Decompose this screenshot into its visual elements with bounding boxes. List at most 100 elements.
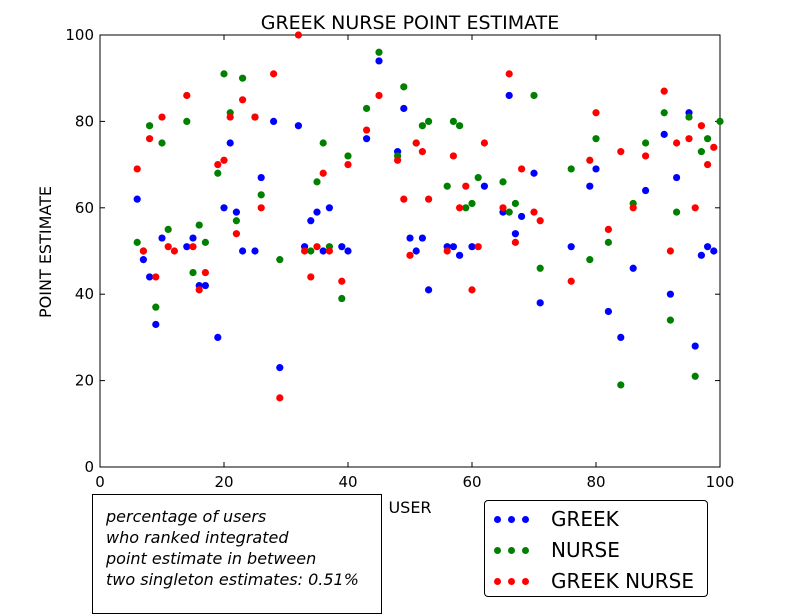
data-point (617, 381, 625, 389)
data-point (158, 139, 166, 147)
data-point (449, 243, 457, 251)
axis-ticks: 0 20 40 60 80 100 0 20 40 60 80 100 (65, 26, 734, 491)
data-point (704, 243, 712, 251)
data-point (344, 161, 352, 169)
y-tick-label: 40 (75, 285, 94, 303)
data-point (214, 333, 222, 341)
data-point (344, 247, 352, 255)
data-point (363, 135, 371, 143)
data-point (480, 139, 488, 147)
data-point (691, 342, 699, 350)
y-tick-label: 20 (75, 372, 94, 390)
data-point (673, 173, 681, 182)
data-point (412, 139, 420, 147)
data-point (505, 91, 513, 100)
data-point (375, 91, 383, 100)
data-point (319, 139, 327, 147)
data-point (685, 135, 693, 143)
data-point (183, 91, 191, 100)
data-point (158, 113, 166, 121)
data-point (189, 269, 197, 277)
data-point (146, 273, 154, 281)
x-axis-label: USER (388, 498, 431, 517)
data-point (586, 182, 594, 190)
data-point (325, 247, 333, 255)
data-point (697, 148, 706, 156)
data-point (697, 251, 706, 259)
data-point (660, 87, 668, 95)
legend-item-nurse: NURSE (485, 534, 707, 565)
data-point (406, 234, 414, 242)
data-point (133, 238, 141, 246)
data-point (697, 122, 706, 130)
data-point (139, 247, 147, 255)
annotation-line: percentage of users (106, 507, 267, 526)
y-axis-label: POINT ESTIMATE (36, 186, 55, 318)
data-point (567, 165, 575, 173)
data-point (536, 217, 544, 225)
legend: GREEK NURSE GREEK NURSE (484, 500, 708, 597)
data-point (139, 256, 147, 264)
data-point (394, 156, 402, 164)
data-point (449, 117, 457, 125)
data-point (338, 243, 346, 251)
plot-area (99, 34, 721, 468)
legend-item-greek: GREEK (485, 503, 707, 534)
data-point (474, 243, 482, 251)
data-point (375, 57, 383, 65)
data-point (170, 247, 178, 255)
data-point (406, 251, 414, 259)
data-point (425, 195, 433, 203)
data-point (338, 277, 346, 285)
data-point (716, 117, 724, 125)
data-point (239, 96, 247, 104)
data-point (443, 247, 451, 255)
data-point (270, 70, 278, 78)
x-tick-label: 60 (462, 473, 481, 491)
data-point (673, 139, 681, 147)
data-point (195, 286, 203, 294)
data-point (251, 113, 259, 121)
data-point (499, 178, 507, 186)
data-point (418, 122, 426, 130)
legend-dot (522, 578, 529, 585)
data-point (201, 281, 209, 290)
data-point (425, 286, 433, 294)
data-point (226, 139, 234, 147)
data-point (704, 161, 712, 169)
annotation-line: who ranked integrated (106, 528, 289, 547)
data-point (313, 208, 321, 216)
data-point (617, 333, 625, 341)
data-point (604, 225, 613, 233)
data-point (232, 230, 240, 238)
data-point (257, 191, 265, 199)
y-tick-label: 100 (65, 26, 94, 44)
data-point (164, 225, 172, 233)
scatter-chart: GREEK NURSE POINT ESTIMATE 0 20 40 60 80 1000… (36, 12, 734, 517)
data-point (276, 256, 284, 264)
data-point (307, 273, 315, 281)
data-point (710, 143, 718, 151)
data-point (468, 199, 476, 208)
data-point (673, 208, 681, 216)
data-point (257, 173, 265, 182)
data-point (567, 243, 575, 251)
legend-item-greek-nurse: GREEK NURSE (485, 565, 707, 596)
data-point (518, 165, 526, 173)
data-point (294, 122, 302, 130)
data-point (666, 290, 675, 298)
data-point (642, 186, 650, 195)
data-point (363, 104, 371, 113)
data-point (201, 269, 209, 277)
data-point (710, 247, 718, 255)
data-point (195, 221, 203, 229)
data-point (536, 299, 544, 307)
data-point (505, 208, 513, 216)
legend-label-greek-nurse: GREEK NURSE (551, 569, 694, 593)
data-point (567, 277, 575, 285)
data-point (152, 303, 160, 311)
y-tick-label: 80 (75, 112, 94, 130)
data-point (325, 204, 333, 212)
data-point (270, 117, 278, 125)
data-point (226, 113, 234, 121)
